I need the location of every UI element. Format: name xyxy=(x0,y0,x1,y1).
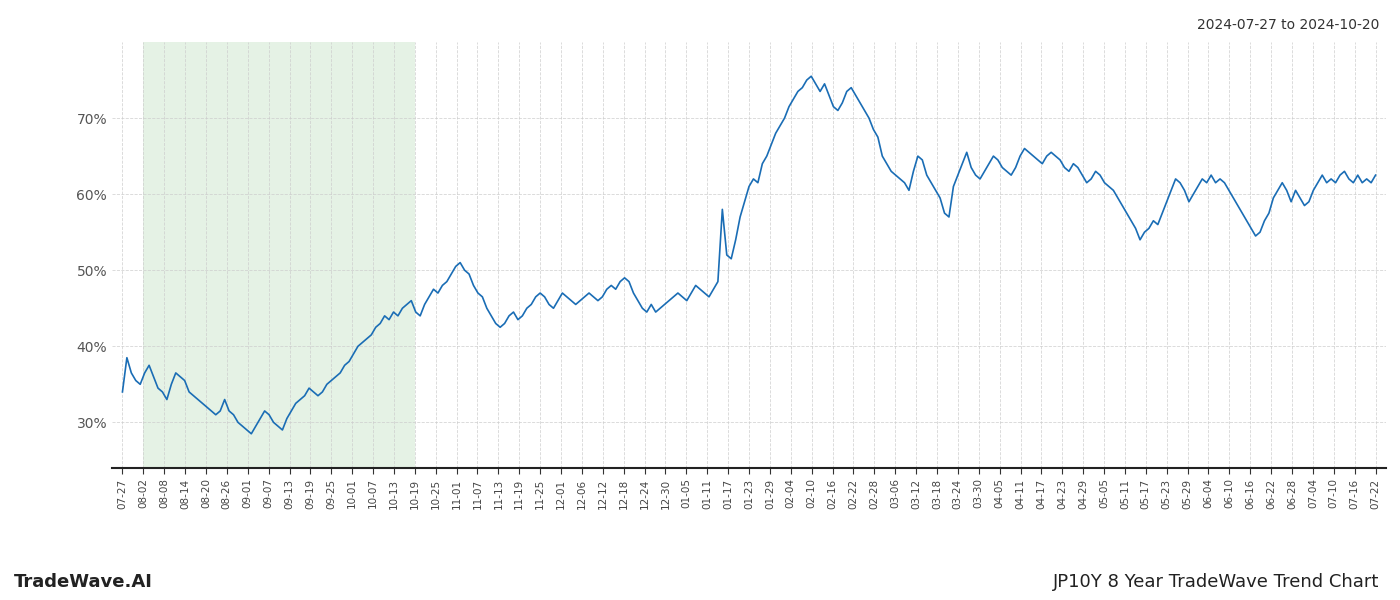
Text: TradeWave.AI: TradeWave.AI xyxy=(14,573,153,591)
Text: 2024-07-27 to 2024-10-20: 2024-07-27 to 2024-10-20 xyxy=(1197,18,1379,32)
Bar xyxy=(143,42,414,468)
Text: JP10Y 8 Year TradeWave Trend Chart: JP10Y 8 Year TradeWave Trend Chart xyxy=(1053,573,1379,591)
